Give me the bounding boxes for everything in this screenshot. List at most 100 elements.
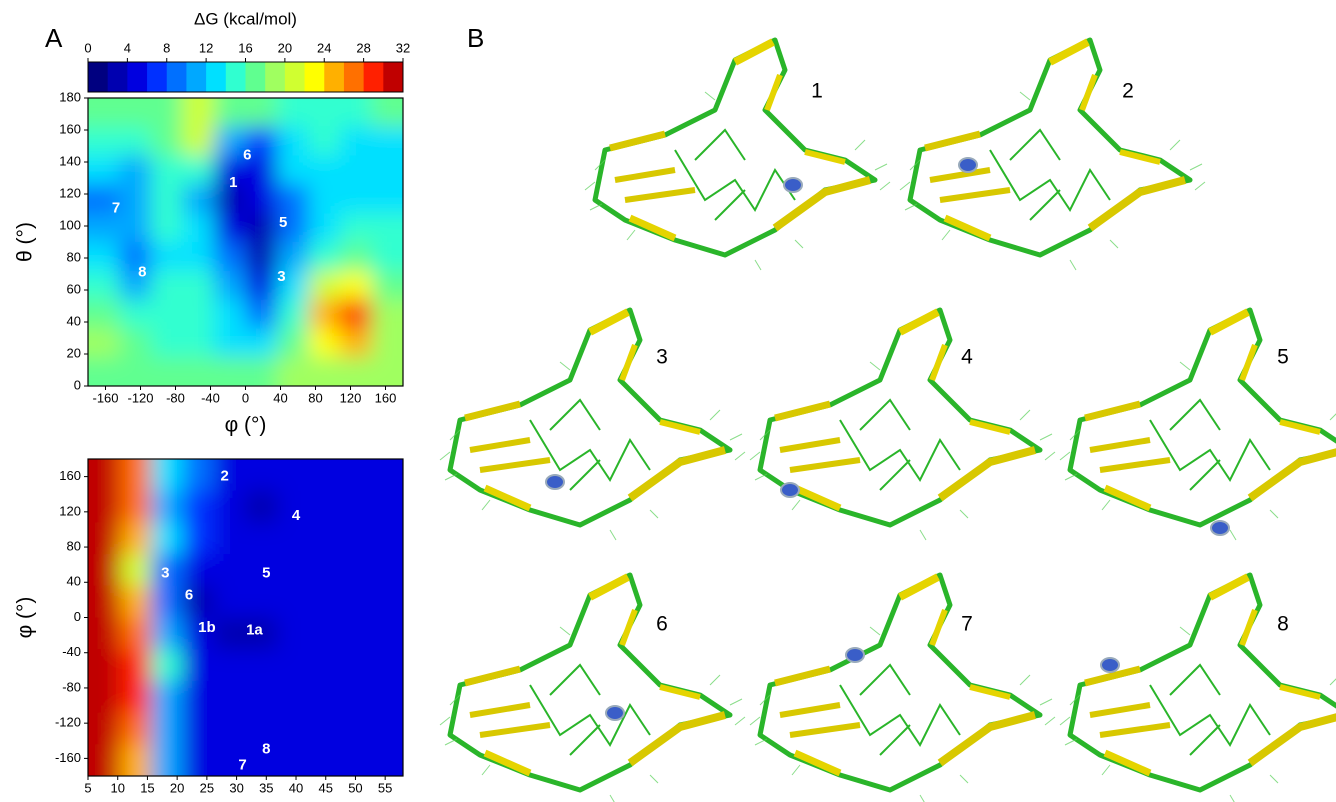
contour-cell <box>340 184 373 214</box>
contour-cell <box>246 649 279 682</box>
contour-cell <box>214 328 247 358</box>
contour-cell <box>214 429 247 492</box>
contour-cell <box>183 271 216 301</box>
contour-cell <box>151 300 184 330</box>
y-tick-label: 0 <box>74 609 81 624</box>
contour-cell <box>340 618 373 651</box>
contour-cell <box>183 713 216 746</box>
x-tick-label: 120 <box>340 390 362 405</box>
contour-cell <box>58 357 121 417</box>
x-tick-label: 20 <box>170 780 184 795</box>
x-tick-label: 160 <box>375 390 397 405</box>
colorbar-segment <box>167 62 187 92</box>
contour-cell <box>151 522 184 555</box>
y-tick-label: 120 <box>59 503 81 518</box>
contour-cell <box>246 429 279 492</box>
contour-cell <box>246 357 279 417</box>
contour-cell <box>277 184 310 214</box>
colorbar-tick-label: 8 <box>163 40 170 55</box>
basin-label: 5 <box>279 214 287 231</box>
contour-cell <box>120 357 153 417</box>
colorbar-tick-label: 28 <box>356 40 370 55</box>
contour-cell <box>151 184 184 214</box>
basin-label: 1 <box>229 174 237 191</box>
contour-cell <box>151 156 184 186</box>
basin-label: 2 <box>221 468 229 485</box>
contour-cell <box>246 681 279 714</box>
x-tick-label: 40 <box>289 780 303 795</box>
colorbar-tick-label: 24 <box>317 40 331 55</box>
colorbar-segment <box>127 62 147 92</box>
basin-label: 3 <box>277 268 285 285</box>
contour-cell <box>340 586 373 619</box>
contour-cell <box>277 357 310 417</box>
contour-cell <box>183 429 216 492</box>
contour-cell <box>120 586 153 619</box>
ligand <box>784 178 802 192</box>
contour-cell <box>151 271 184 301</box>
structure-label: 1 <box>811 80 823 103</box>
x-tick-label: 50 <box>348 780 362 795</box>
y-tick-label: 40 <box>67 313 81 328</box>
contour-cell <box>340 713 373 746</box>
basin-label: 8 <box>138 263 146 280</box>
contour-cell <box>309 156 342 186</box>
contour-cell <box>183 328 216 358</box>
x-tick-label: -120 <box>127 390 153 405</box>
structure-label: 8 <box>1277 613 1289 636</box>
colorbar-tick-label: 20 <box>278 40 292 55</box>
x-tick-label: -80 <box>166 390 185 405</box>
contour-cell <box>340 649 373 682</box>
x-tick-label: 80 <box>308 390 322 405</box>
contour-cell <box>151 681 184 714</box>
contour-cell <box>309 357 342 417</box>
y-tick-label: 60 <box>67 281 81 296</box>
ligand <box>606 706 624 720</box>
y-tick-label: 180 <box>59 89 81 104</box>
contour-cell <box>214 713 247 746</box>
contour-cell <box>277 300 310 330</box>
protein-structure <box>1060 310 1336 540</box>
contour-cell <box>309 429 342 492</box>
colorbar-segment <box>206 62 226 92</box>
protein-structure <box>750 310 1055 540</box>
contour-cell <box>309 586 342 619</box>
colorbar-segment <box>344 62 364 92</box>
y-tick-label: -40 <box>62 644 81 659</box>
structure-label: 4 <box>961 346 973 369</box>
structure-label: 6 <box>656 613 668 636</box>
contour-cell <box>183 522 216 555</box>
contour-field <box>58 68 434 417</box>
contour-cell <box>151 429 184 492</box>
y-tick-label: 40 <box>67 574 81 589</box>
contour-cell <box>309 213 342 243</box>
contour-cell <box>246 586 279 619</box>
protein-structure <box>585 40 890 270</box>
contour-cell <box>277 586 310 619</box>
contour-cell <box>246 213 279 243</box>
contour-cell <box>120 522 153 555</box>
contour-cell <box>183 242 216 272</box>
contour-cell <box>340 271 373 301</box>
contour-cell <box>246 184 279 214</box>
colorbar-segment <box>147 62 167 92</box>
structure-label: 5 <box>1277 346 1289 369</box>
contour-cell <box>214 300 247 330</box>
x-axis-label: φ (°) <box>225 414 267 437</box>
contour-cell <box>183 300 216 330</box>
y-tick-label: 20 <box>67 345 81 360</box>
protein-structure <box>440 310 745 540</box>
basin-label: 7 <box>238 756 246 773</box>
contour-cell <box>340 554 373 587</box>
contour-cell <box>120 184 153 214</box>
contour-cell <box>120 213 153 243</box>
colorbar-tick-label: 16 <box>238 40 252 55</box>
colorbar-segment <box>324 62 344 92</box>
contour-cell <box>183 213 216 243</box>
y-tick-label: 140 <box>59 153 81 168</box>
y-tick-label: 100 <box>59 217 81 232</box>
contour-cell <box>120 156 153 186</box>
colorbar-tick-label: 4 <box>124 40 131 55</box>
contour-cell <box>151 357 184 417</box>
basin-label: 4 <box>292 507 301 524</box>
